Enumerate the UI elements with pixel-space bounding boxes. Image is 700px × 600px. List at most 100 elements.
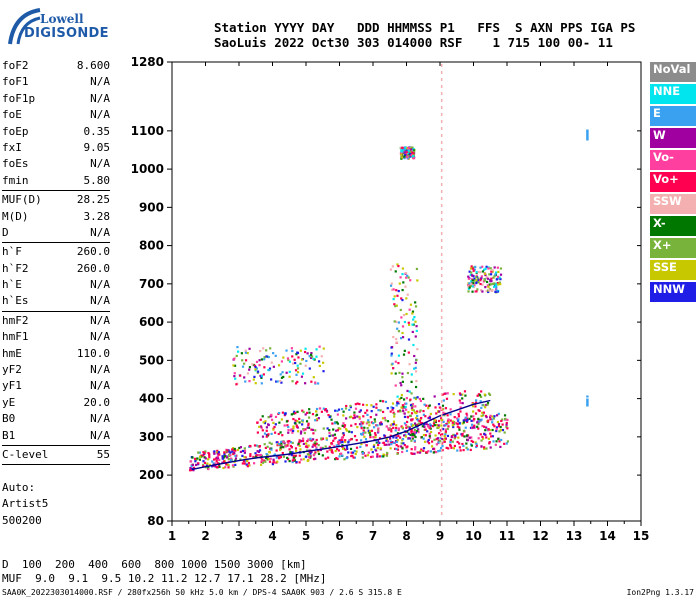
echo-point (245, 463, 248, 466)
echo-point (491, 269, 494, 272)
echo-point (281, 451, 284, 455)
echo-point (321, 454, 324, 457)
echo-point (458, 442, 461, 445)
echo-point (434, 420, 437, 424)
echo-point (233, 449, 236, 452)
echo-point (416, 451, 419, 454)
echo-point (399, 381, 402, 385)
echo-point (485, 265, 488, 268)
echo-point (425, 422, 428, 426)
echo-point (452, 433, 455, 437)
echo-point (380, 455, 384, 458)
echo-point (348, 438, 351, 442)
echo-point (308, 367, 311, 370)
echo-point (412, 318, 415, 321)
echo-point (256, 421, 259, 424)
echo-point (343, 425, 346, 429)
echo-point (493, 425, 496, 428)
echo-point (252, 363, 255, 367)
echo-point (206, 462, 209, 465)
echo-point (421, 425, 424, 428)
echo-point (443, 438, 446, 441)
echo-point (435, 451, 438, 454)
echo-point (360, 433, 363, 436)
echo-point (456, 419, 460, 422)
echo-point (368, 424, 371, 427)
echo-point (265, 349, 268, 352)
echo-point (467, 285, 470, 288)
echo-point (468, 286, 471, 289)
echo-point (395, 320, 398, 324)
echo-point (257, 445, 260, 448)
echo-point (482, 414, 485, 417)
echo-point (480, 390, 483, 393)
echo-point (465, 419, 468, 423)
echo-point (234, 377, 237, 380)
echo-point (405, 276, 408, 279)
echo-point (422, 449, 425, 452)
echo-point (498, 440, 501, 443)
echo-point (415, 325, 418, 328)
echo-point (404, 433, 407, 436)
echo-point (216, 455, 220, 458)
echo-point (214, 457, 218, 460)
echo-point (419, 399, 423, 403)
echo-point (208, 456, 211, 459)
echo-point (281, 371, 284, 374)
echo-point (361, 422, 364, 425)
echo-point (483, 278, 486, 281)
echo-point (192, 469, 195, 472)
echo-point (234, 463, 237, 466)
echo-point (404, 146, 407, 149)
echo-point (235, 383, 238, 386)
echo-point (370, 455, 373, 459)
echo-point (473, 426, 476, 429)
param-row-yf1: yF1 N/A (2, 378, 110, 394)
muf-label: MUF (2, 572, 22, 585)
echo-point (285, 371, 288, 374)
echo-point (315, 413, 319, 416)
echo-point (345, 445, 349, 448)
echo-point (198, 451, 201, 454)
echo-point (379, 423, 382, 426)
echo-point (231, 448, 234, 451)
echo-point (300, 375, 304, 378)
echo-point (495, 271, 498, 274)
echo-point (231, 447, 235, 450)
echo-point (272, 365, 275, 368)
echo-point (416, 396, 419, 399)
echo-point (358, 423, 362, 426)
param-row-hmf2: hmF2 N/A (2, 313, 110, 329)
echo-point (335, 429, 338, 432)
echo-point (405, 397, 408, 400)
echo-point (416, 348, 419, 351)
echo-point (268, 367, 272, 370)
echo-point (373, 418, 376, 421)
echo-point (397, 354, 401, 357)
echo-point (197, 462, 200, 465)
echo-point (295, 353, 298, 356)
echo-point (344, 448, 347, 451)
echo-point (365, 403, 368, 407)
echo-point (279, 446, 282, 449)
echo-point (420, 421, 424, 425)
echo-point (433, 438, 436, 441)
echo-point (394, 384, 397, 387)
echo-point (397, 410, 400, 413)
echo-point (396, 327, 399, 330)
echo-point (287, 442, 290, 445)
echo-point (414, 396, 417, 400)
echo-point (297, 442, 300, 445)
echo-point (298, 461, 301, 464)
echo-point (468, 270, 471, 273)
echo-point (492, 276, 495, 279)
echo-point (295, 460, 298, 464)
echo-point (420, 448, 423, 451)
echo-point (492, 440, 495, 443)
echo-point (350, 451, 353, 454)
param-group-1: foF2 8.600 foF1 N/A foF1p N/A foE N/A foEp 0.35 fx… (2, 58, 110, 189)
echo-point (287, 425, 290, 429)
echo-point (477, 437, 480, 440)
echo-point (318, 364, 321, 368)
echo-point (413, 367, 416, 370)
